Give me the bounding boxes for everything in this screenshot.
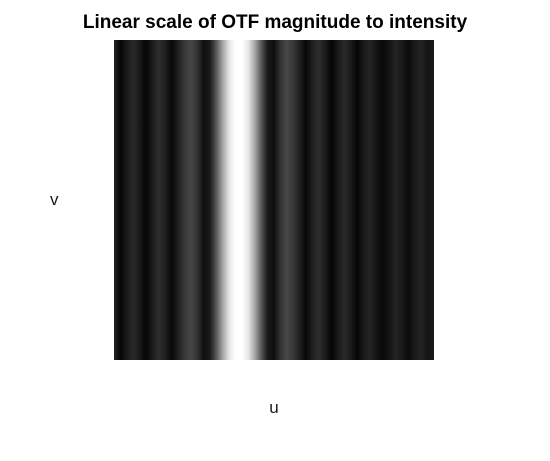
y-axis-label: v <box>50 190 59 209</box>
chart-title: Linear scale of OTF magnitude to intensi… <box>82 12 468 33</box>
heatmap-plot-area <box>114 40 434 360</box>
x-axis-label: u <box>269 398 279 417</box>
heatmap-cells <box>114 40 434 360</box>
heatmap-image <box>114 40 434 360</box>
